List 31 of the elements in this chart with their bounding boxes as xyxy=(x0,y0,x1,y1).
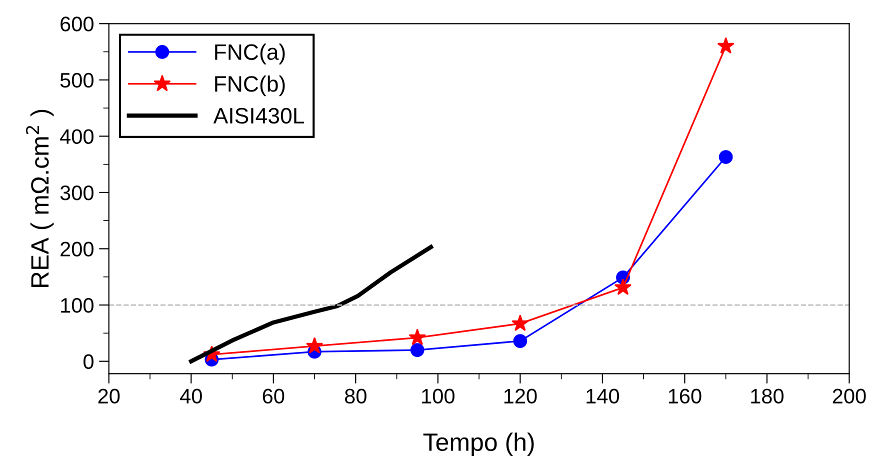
point xyxy=(408,328,426,346)
y-tick-label: 400 xyxy=(60,129,94,144)
y-tick-label: 200 xyxy=(60,242,94,256)
x-tick-label: 60 xyxy=(262,388,284,404)
point xyxy=(410,343,424,357)
legend-label: FNC(b) xyxy=(215,75,285,96)
line-series xyxy=(189,244,434,364)
x-tick-label: 20 xyxy=(98,388,120,404)
legend-label: AISI430L xyxy=(213,108,304,124)
point xyxy=(306,337,324,354)
point xyxy=(614,278,632,296)
x-tick-label: 120 xyxy=(504,388,537,404)
x-tick-label: 180 xyxy=(751,388,784,404)
point xyxy=(512,314,529,332)
y-tick-label: 600 xyxy=(60,16,94,32)
x-tick-label: 140 xyxy=(586,388,620,404)
y-axis-title: REA ( mΩ.cm$^{2}$ ) xyxy=(26,110,54,287)
y-tick-label: 0 xyxy=(84,354,94,370)
x-tick-label: 160 xyxy=(668,388,702,404)
x-tick-label: 40 xyxy=(180,388,202,404)
legend-label: FNC(a) xyxy=(215,44,285,64)
x-tick-label: 100 xyxy=(422,388,454,404)
x-tick-label: 200 xyxy=(832,388,866,404)
x-tick-label: 80 xyxy=(344,388,366,404)
point xyxy=(513,334,528,348)
x-axis-title: Tempo (h) xyxy=(423,432,534,456)
point xyxy=(717,37,734,54)
y-tick-label: 100 xyxy=(61,298,94,313)
point xyxy=(718,150,733,164)
y-tick-label: 500 xyxy=(60,72,94,88)
y-tick-label: 300 xyxy=(60,185,94,200)
